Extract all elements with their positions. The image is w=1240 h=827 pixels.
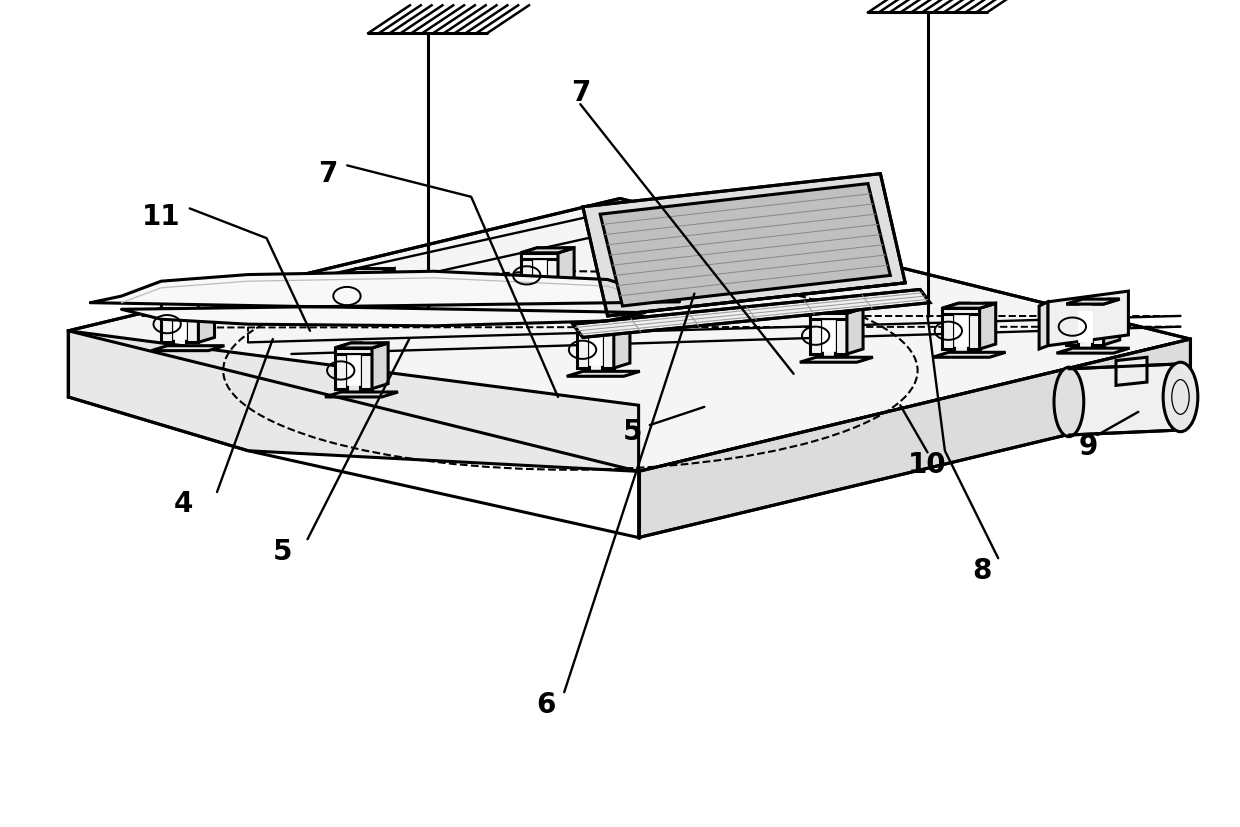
Polygon shape <box>521 253 558 259</box>
Polygon shape <box>932 352 1006 357</box>
Polygon shape <box>335 343 388 348</box>
Polygon shape <box>511 297 584 302</box>
Polygon shape <box>573 289 930 337</box>
Polygon shape <box>68 331 639 471</box>
Polygon shape <box>68 198 1190 471</box>
Polygon shape <box>1091 299 1120 304</box>
Polygon shape <box>810 308 863 313</box>
Polygon shape <box>341 269 370 274</box>
Polygon shape <box>967 308 980 349</box>
Polygon shape <box>1066 304 1079 345</box>
Polygon shape <box>577 323 630 327</box>
Polygon shape <box>1079 311 1091 342</box>
Polygon shape <box>161 297 215 302</box>
Polygon shape <box>325 392 398 397</box>
Polygon shape <box>1104 299 1120 345</box>
Polygon shape <box>810 313 847 319</box>
Polygon shape <box>341 274 353 314</box>
Text: 8: 8 <box>972 557 992 585</box>
Polygon shape <box>360 343 388 348</box>
Text: 5: 5 <box>273 538 293 566</box>
Polygon shape <box>521 253 533 294</box>
Ellipse shape <box>1054 367 1084 437</box>
Polygon shape <box>601 323 630 327</box>
Polygon shape <box>601 327 614 368</box>
Polygon shape <box>335 348 372 354</box>
Polygon shape <box>558 248 574 294</box>
Polygon shape <box>1069 364 1180 435</box>
Polygon shape <box>967 304 996 308</box>
Polygon shape <box>186 302 198 342</box>
Polygon shape <box>353 280 366 311</box>
Polygon shape <box>546 253 558 294</box>
Polygon shape <box>341 274 378 280</box>
Polygon shape <box>372 343 388 389</box>
Polygon shape <box>1091 304 1104 345</box>
Polygon shape <box>174 308 186 339</box>
Polygon shape <box>161 302 174 342</box>
Polygon shape <box>378 269 394 314</box>
Text: 6: 6 <box>536 691 556 719</box>
Polygon shape <box>161 297 190 302</box>
Polygon shape <box>1048 291 1128 346</box>
Polygon shape <box>589 334 601 365</box>
Polygon shape <box>639 339 1190 538</box>
Polygon shape <box>942 304 996 308</box>
Polygon shape <box>810 308 838 313</box>
Polygon shape <box>567 371 640 376</box>
Polygon shape <box>360 348 372 389</box>
Polygon shape <box>955 315 967 346</box>
Polygon shape <box>1066 299 1095 304</box>
Polygon shape <box>847 308 863 354</box>
Text: 4: 4 <box>174 490 193 519</box>
Polygon shape <box>1039 302 1048 349</box>
Polygon shape <box>91 271 680 326</box>
Text: 7: 7 <box>317 160 337 188</box>
Polygon shape <box>366 274 378 314</box>
Polygon shape <box>822 320 835 351</box>
Polygon shape <box>577 327 589 368</box>
Polygon shape <box>1066 304 1104 310</box>
Polygon shape <box>600 184 890 306</box>
Polygon shape <box>800 357 873 362</box>
Polygon shape <box>186 297 215 302</box>
Polygon shape <box>331 318 404 323</box>
Polygon shape <box>583 174 905 316</box>
Polygon shape <box>942 308 980 314</box>
Polygon shape <box>1066 299 1120 304</box>
Polygon shape <box>533 260 546 290</box>
Polygon shape <box>161 302 198 308</box>
Polygon shape <box>335 343 363 348</box>
Text: 11: 11 <box>141 203 181 231</box>
Polygon shape <box>347 355 360 385</box>
Text: 7: 7 <box>570 79 590 107</box>
Polygon shape <box>1056 348 1130 353</box>
Polygon shape <box>151 346 224 351</box>
Polygon shape <box>341 269 394 274</box>
Polygon shape <box>577 327 614 333</box>
Polygon shape <box>546 248 574 253</box>
Polygon shape <box>366 269 394 274</box>
Polygon shape <box>1116 357 1147 385</box>
Polygon shape <box>835 308 863 313</box>
Text: 10: 10 <box>908 451 947 479</box>
Polygon shape <box>521 248 574 253</box>
Polygon shape <box>614 323 630 368</box>
Polygon shape <box>835 313 847 354</box>
Polygon shape <box>942 304 971 308</box>
Polygon shape <box>810 313 822 354</box>
Polygon shape <box>942 308 955 349</box>
Polygon shape <box>198 297 215 342</box>
Text: 5: 5 <box>622 418 642 446</box>
Polygon shape <box>980 304 996 349</box>
Polygon shape <box>335 348 347 389</box>
Polygon shape <box>521 248 549 253</box>
Ellipse shape <box>1163 362 1198 432</box>
Polygon shape <box>577 323 605 327</box>
Text: 9: 9 <box>1079 433 1099 461</box>
